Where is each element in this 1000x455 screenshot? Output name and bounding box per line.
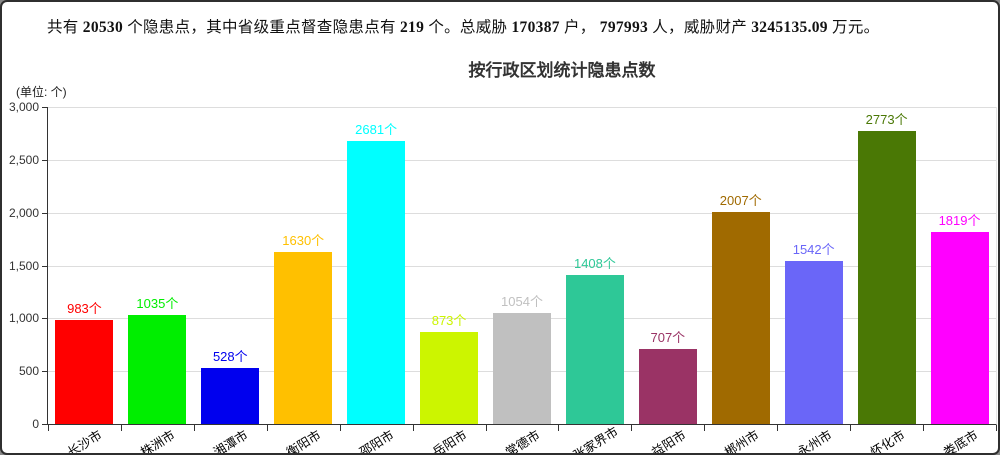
x-axis-label: 益阳市 — [649, 427, 689, 455]
bar-怀化市[interactable] — [857, 131, 916, 424]
x-axis-label: 株洲市 — [138, 427, 178, 455]
bar-value-label: 873个 — [431, 312, 467, 328]
bar-常德市[interactable] — [493, 312, 551, 424]
x-axis-tick — [631, 425, 633, 431]
bar-value-label: 1408个 — [573, 256, 616, 272]
bar-value-label: 1630个 — [282, 232, 325, 248]
chart-title: 按行政区划统计隐患点数 — [468, 61, 656, 80]
y-gridline — [48, 159, 996, 161]
x-axis-label: 常德市 — [503, 427, 543, 455]
x-axis-label: 怀化市 — [867, 427, 908, 455]
x-axis-tick — [266, 425, 268, 431]
y-axis-label: 2,000 — [8, 205, 39, 220]
bar-郴州市[interactable] — [711, 211, 770, 424]
summary-number: 170387 — [511, 19, 560, 36]
y-axis-tick — [42, 318, 48, 320]
summary-fragment: 共有 — [47, 19, 83, 36]
x-axis-tick — [120, 425, 122, 431]
x-axis-tick — [339, 425, 341, 431]
bar-value-label: 707个 — [650, 330, 686, 346]
summary-fragment: 人，威胁财产 — [648, 19, 752, 36]
x-axis-label: 张家界市 — [570, 424, 621, 455]
bar-湘潭市[interactable] — [201, 368, 260, 424]
x-axis-tick — [996, 425, 997, 431]
bar-邵阳市[interactable] — [347, 140, 406, 424]
x-axis-label: 长沙市 — [65, 427, 105, 455]
bar-value-label: 2007个 — [719, 192, 762, 208]
y-gridline — [48, 265, 996, 267]
y-axis-tick — [42, 424, 48, 425]
summary-fragment: 户， — [559, 19, 600, 36]
y-gridline — [48, 107, 996, 108]
x-axis-label: 湘潭市 — [211, 427, 251, 455]
bar-岳阳市[interactable] — [420, 331, 479, 424]
y-axis-tick — [42, 159, 48, 161]
x-axis-tick — [485, 425, 487, 431]
bar-永州市[interactable] — [784, 261, 843, 424]
summary-fragment: 个隐患点，其中省级重点督查隐患点有 — [123, 19, 400, 36]
x-axis-tick — [412, 425, 414, 431]
summary-fragment: 个。总威胁 — [424, 19, 512, 36]
y-axis-tick — [42, 265, 48, 267]
bar-娄底市[interactable] — [930, 231, 989, 424]
bar-value-label: 1054个 — [501, 293, 543, 309]
x-axis-tick — [777, 425, 779, 431]
y-axis-label: 500 — [18, 364, 39, 379]
y-axis-label: 2,500 — [8, 152, 39, 167]
x-axis-tick — [704, 425, 706, 431]
bar-益阳市[interactable] — [638, 349, 697, 424]
y-axis-tick — [42, 371, 48, 373]
bar-value-label: 2681个 — [355, 121, 398, 137]
bar-value-label: 2773个 — [865, 112, 908, 127]
bar-长沙市[interactable] — [55, 320, 114, 424]
x-axis-label: 郴州市 — [721, 427, 762, 455]
x-axis-label: 岳阳市 — [430, 427, 470, 455]
unit-label: (单位: 个) — [16, 85, 67, 99]
x-axis-label: 永州市 — [794, 427, 835, 455]
bar-株洲市[interactable] — [128, 314, 187, 424]
bar-value-label: 528个 — [212, 349, 248, 365]
x-axis-label: 衡阳市 — [284, 427, 324, 455]
x-axis-tick — [48, 425, 49, 431]
x-axis-label: 邵阳市 — [357, 427, 397, 455]
x-axis-tick — [193, 425, 195, 431]
y-axis-label: 0 — [32, 417, 39, 431]
bar-value-label: 983个 — [67, 301, 102, 317]
y-gridline — [48, 212, 996, 214]
bar-value-label: 1035个 — [136, 295, 179, 311]
summary-number: 797993 — [599, 19, 649, 36]
x-axis-label: 娄底市 — [940, 427, 980, 455]
summary-fragment: 万元。 — [827, 19, 880, 36]
summary-number: 3245135.09 — [751, 19, 828, 36]
bar-value-label: 1542个 — [792, 242, 835, 258]
bar-chart-plot-area: 0 500 1,000 1,500 2,000 2,500 3,000 983个长沙市 1035… — [9, 100, 997, 453]
bar-张家界市[interactable] — [565, 275, 624, 424]
y-axis-label: 1,000 — [8, 311, 39, 326]
x-axis-tick — [923, 425, 925, 431]
bar-衡阳市[interactable] — [274, 251, 333, 424]
summary-number: 20530 — [82, 19, 124, 36]
y-axis-tick — [42, 107, 48, 108]
x-axis-tick — [850, 425, 852, 431]
y-axis-label: 3,000 — [8, 100, 39, 114]
summary-number: 219 — [399, 19, 425, 36]
x-axis-tick — [558, 425, 560, 431]
y-axis-label: 1,500 — [8, 258, 39, 273]
bar-value-label: 1819个 — [938, 212, 981, 228]
y-axis-tick — [42, 212, 48, 214]
summary-text: 共有 20530 个隐患点，其中省级重点督查隐患点有 219 个。总威胁 170… — [47, 15, 983, 37]
